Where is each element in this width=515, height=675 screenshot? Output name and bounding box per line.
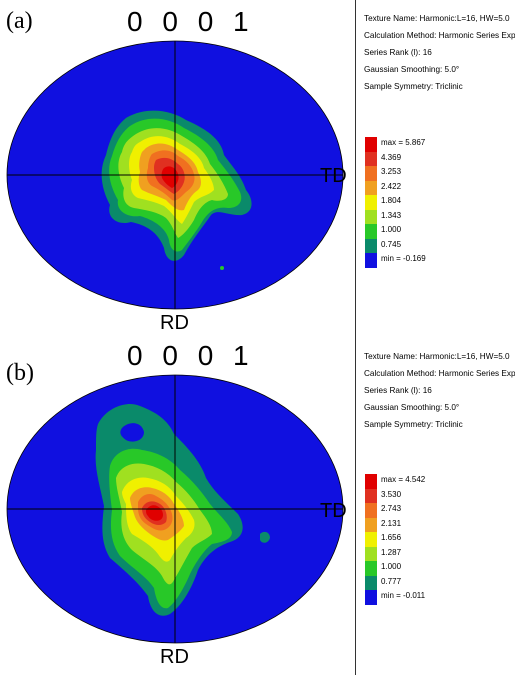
color-legend: max = 4.542 3.530 2.743 2.131 1.656 1.28… xyxy=(365,474,515,626)
legend-swatch xyxy=(365,561,377,576)
series-rank-text: Series Rank (l): 16 xyxy=(364,386,432,395)
rd-label: RD xyxy=(160,312,189,334)
texture-name-text: Texture Name: Harmonic:L=16, HW=5.0 xyxy=(364,352,510,361)
panel-label: (a) xyxy=(6,8,33,34)
legend-swatch xyxy=(365,137,377,152)
pole-figure-a xyxy=(6,40,344,310)
legend-swatch xyxy=(365,590,377,605)
legend-swatch xyxy=(365,575,377,590)
pole-figure-outline xyxy=(6,40,344,310)
legend-label: 1.343 xyxy=(381,210,402,220)
legend-swatch xyxy=(365,253,377,268)
pole-figure-b xyxy=(6,374,344,644)
legend-label: 1.000 xyxy=(381,562,402,571)
legend-swatch xyxy=(365,195,377,210)
legend-swatch xyxy=(365,488,377,503)
contour-island xyxy=(260,531,270,543)
legend-swatch xyxy=(365,503,377,518)
pole-figure-outline xyxy=(6,374,344,644)
legend-swatch xyxy=(365,166,377,181)
calculation-method-text: Calculation Method: Harmonic Series Expa… xyxy=(364,369,515,378)
legend-swatch xyxy=(365,517,377,532)
contour-speck xyxy=(220,266,224,270)
legend-label: 1.656 xyxy=(381,533,402,542)
plane-index-label: 0 0 0 1 xyxy=(127,6,255,37)
legend-swatch xyxy=(365,180,377,195)
legend-label: 1.000 xyxy=(381,225,402,234)
td-label: TD xyxy=(320,165,347,187)
legend-label: 0.777 xyxy=(381,576,402,586)
texture-info: Texture Name: Harmonic:L=16, HW=5.0 Calc… xyxy=(364,348,515,433)
legend-swatch xyxy=(365,546,377,561)
legend-swatch xyxy=(365,474,377,489)
plane-index-label: 0 0 0 1 xyxy=(127,340,255,371)
rd-label: RD xyxy=(160,646,189,668)
calculation-method-text: Calculation Method: Harmonic Series Expa… xyxy=(364,31,515,40)
texture-info: Texture Name: Harmonic:L=16, HW=5.0 Calc… xyxy=(364,10,515,95)
panel-label: (b) xyxy=(6,360,34,386)
td-label: TD xyxy=(320,500,347,522)
legend-label: 0.745 xyxy=(381,239,402,249)
legend-swatch xyxy=(365,238,377,253)
legend-label: 3.253 xyxy=(381,167,402,176)
legend-label: max = 5.867 xyxy=(381,138,426,147)
legend-label: 3.530 xyxy=(381,489,402,499)
legend-label: 1.804 xyxy=(381,196,402,205)
legend-label: min = -0.169 xyxy=(381,254,426,263)
vertical-divider xyxy=(355,0,356,675)
series-rank-text: Series Rank (l): 16 xyxy=(364,48,432,57)
legend-label: 2.131 xyxy=(381,518,402,528)
legend-swatch xyxy=(365,532,377,547)
color-legend: max = 5.867 4.369 3.253 2.422 1.804 1.34… xyxy=(365,137,515,289)
contour-level-1-hole xyxy=(120,423,144,442)
pole-figure-panel-b: (b) 0 0 0 1 TD RD Texture Name: Harmonic… xyxy=(0,338,515,675)
legend-swatch xyxy=(365,151,377,166)
texture-name-text: Texture Name: Harmonic:L=16, HW=5.0 xyxy=(364,14,510,23)
gaussian-smoothing-text: Gaussian Smoothing: 5.0° xyxy=(364,65,460,74)
sample-symmetry-text: Sample Symmetry: Triclinic xyxy=(364,82,463,91)
legend-label: 2.743 xyxy=(381,504,402,513)
legend-swatch xyxy=(365,224,377,239)
contour-level-8 xyxy=(161,166,179,188)
legend-label: 4.369 xyxy=(381,152,402,162)
legend-label: max = 4.542 xyxy=(381,475,426,484)
legend-swatch xyxy=(365,209,377,224)
legend-label: 1.287 xyxy=(381,547,402,557)
legend-label: 2.422 xyxy=(381,181,402,191)
legend-label: min = -0.011 xyxy=(381,591,426,600)
gaussian-smoothing-text: Gaussian Smoothing: 5.0° xyxy=(364,403,460,412)
sample-symmetry-text: Sample Symmetry: Triclinic xyxy=(364,420,463,429)
pole-figure-panel-a: (a) 0 0 0 1 TD RD Texture Name: Harmonic… xyxy=(0,0,515,337)
